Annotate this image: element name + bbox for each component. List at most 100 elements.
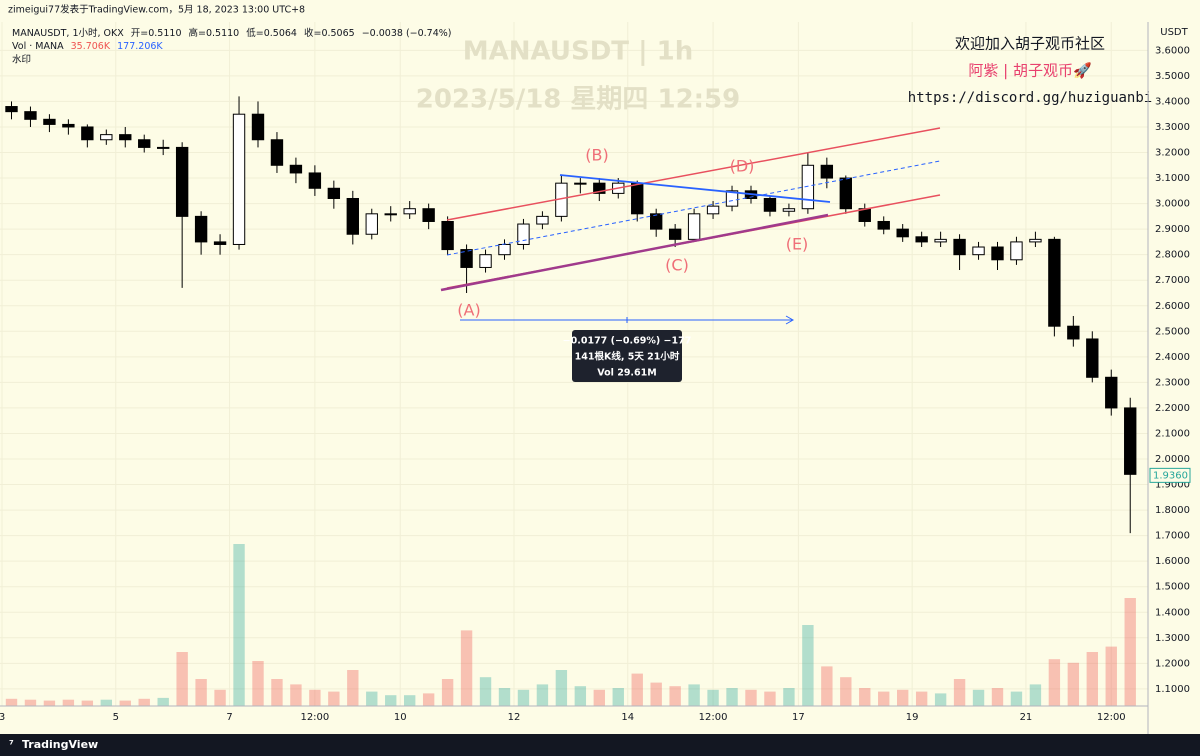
candle-body bbox=[175, 146, 189, 217]
volume-bar bbox=[896, 689, 909, 706]
candle-body bbox=[649, 213, 663, 230]
header: zimeigui77发表于TradingView.com，5月 18, 2023… bbox=[8, 4, 305, 16]
candle-body bbox=[1048, 238, 1061, 327]
volume-bar bbox=[555, 670, 568, 706]
candles bbox=[5, 96, 1137, 534]
candle-body bbox=[479, 254, 492, 268]
measure-tooltip bbox=[572, 330, 682, 382]
candle-body bbox=[536, 215, 549, 225]
x-tick-label: 12:00 bbox=[699, 712, 728, 723]
y-tick-label: 2.1000 bbox=[1155, 428, 1190, 439]
candle-body bbox=[403, 208, 416, 215]
y-tick-label: 2.3000 bbox=[1155, 377, 1190, 388]
volume-bar bbox=[934, 693, 947, 706]
candle-body bbox=[422, 208, 435, 222]
y-tick-label: 1.6000 bbox=[1155, 556, 1190, 567]
y-tick-label: 1.5000 bbox=[1155, 582, 1190, 593]
x-tick-label: 5 bbox=[113, 712, 119, 723]
candle-body bbox=[1067, 325, 1080, 340]
arrow-head bbox=[785, 315, 795, 325]
volume-bar bbox=[726, 688, 738, 706]
x-tick-label: 21 bbox=[1020, 712, 1033, 723]
x-tick-label: 14 bbox=[621, 712, 634, 723]
candle-body bbox=[706, 205, 720, 215]
volume-bar bbox=[669, 686, 681, 706]
y-tick-label: 2.9000 bbox=[1155, 224, 1190, 235]
candle-body bbox=[668, 228, 682, 240]
y-tick-label: 3.6000 bbox=[1155, 45, 1190, 56]
y-tick-label: 2.6000 bbox=[1155, 301, 1190, 312]
volume-bar bbox=[991, 688, 1004, 706]
volume-bar bbox=[441, 679, 454, 706]
community-text: 阿紫 | 胡子观币🚀 bbox=[968, 62, 1092, 80]
volume-bar bbox=[859, 688, 871, 706]
candle-body bbox=[1010, 241, 1023, 261]
y-tick-label: 2.8000 bbox=[1155, 250, 1190, 261]
candle-body bbox=[213, 241, 227, 245]
y-tick-label: 1.4000 bbox=[1155, 607, 1190, 618]
y-tick-label: 2.5000 bbox=[1155, 326, 1190, 337]
volume-value: 35.706K bbox=[71, 41, 111, 52]
volume-bar bbox=[593, 689, 605, 706]
volume-bar bbox=[176, 652, 188, 706]
candle-body bbox=[839, 177, 852, 210]
volume-bar bbox=[233, 544, 245, 706]
candle-body bbox=[877, 220, 890, 230]
candle-body bbox=[934, 238, 947, 243]
volume-bar bbox=[1086, 652, 1098, 706]
footer-logo: ⁷ bbox=[9, 738, 14, 751]
volume-bar bbox=[1029, 684, 1042, 706]
candle-body bbox=[972, 246, 985, 256]
price-axis-unit: USDT bbox=[1160, 27, 1188, 38]
resistance-line bbox=[559, 174, 831, 203]
candle-body bbox=[498, 243, 511, 256]
volume-bar bbox=[119, 700, 131, 706]
candle-body bbox=[1105, 376, 1118, 409]
x-tick-label: 3 bbox=[0, 712, 5, 723]
volume-bar bbox=[195, 679, 207, 706]
volume-bar bbox=[422, 693, 435, 706]
candle-body bbox=[62, 123, 75, 128]
candle-body bbox=[1086, 338, 1099, 378]
candle-body bbox=[1029, 238, 1042, 243]
candle-body bbox=[270, 139, 284, 166]
support-line bbox=[440, 213, 829, 292]
candle-body bbox=[308, 172, 322, 189]
volume-bar bbox=[43, 700, 56, 706]
tooltip-text: Vol 29.61M bbox=[597, 368, 656, 379]
candle-body bbox=[138, 139, 151, 148]
candle-body bbox=[593, 182, 606, 194]
volume-bar bbox=[745, 689, 757, 706]
volume-bar bbox=[62, 699, 75, 706]
volume-bar bbox=[1105, 646, 1117, 706]
y-tick-label: 1.8000 bbox=[1155, 505, 1190, 516]
volume-bar bbox=[290, 684, 302, 706]
y-tick-label: 3.3000 bbox=[1155, 122, 1190, 133]
x-tick-label: 12 bbox=[508, 712, 521, 723]
x-tick-label: 19 bbox=[906, 712, 919, 723]
volume-bar bbox=[138, 698, 150, 706]
volume-bar bbox=[1010, 691, 1023, 706]
volume-bar bbox=[783, 688, 795, 706]
y-tick-label: 1.2000 bbox=[1155, 658, 1190, 669]
y-tick-label: 2.7000 bbox=[1155, 275, 1190, 286]
y-tick-label: 2.2000 bbox=[1155, 403, 1190, 414]
y-tick-label: 1.9000 bbox=[1155, 480, 1190, 491]
tooltip-text: −0.0177 (−0.69%) −177 bbox=[563, 336, 692, 347]
footer-brand: TradingView bbox=[22, 738, 98, 751]
volume-bar bbox=[24, 699, 37, 706]
volume-bar bbox=[81, 700, 94, 706]
volume-bar bbox=[650, 682, 662, 706]
x-tick-label: 10 bbox=[394, 712, 407, 723]
volume-bar bbox=[403, 695, 416, 706]
legend-high: 高=0.5110 bbox=[189, 27, 240, 39]
candle-body bbox=[725, 190, 739, 207]
community-link[interactable]: https://discord.gg/huziguanbi bbox=[908, 90, 1152, 106]
candle-body bbox=[365, 213, 378, 235]
x-tick-label: 12:00 bbox=[300, 712, 329, 723]
candle-body bbox=[460, 249, 473, 268]
candle-body bbox=[782, 208, 796, 212]
candle-body bbox=[441, 220, 454, 251]
y-tick-label: 3.4000 bbox=[1155, 96, 1190, 107]
candle-body bbox=[517, 223, 530, 245]
